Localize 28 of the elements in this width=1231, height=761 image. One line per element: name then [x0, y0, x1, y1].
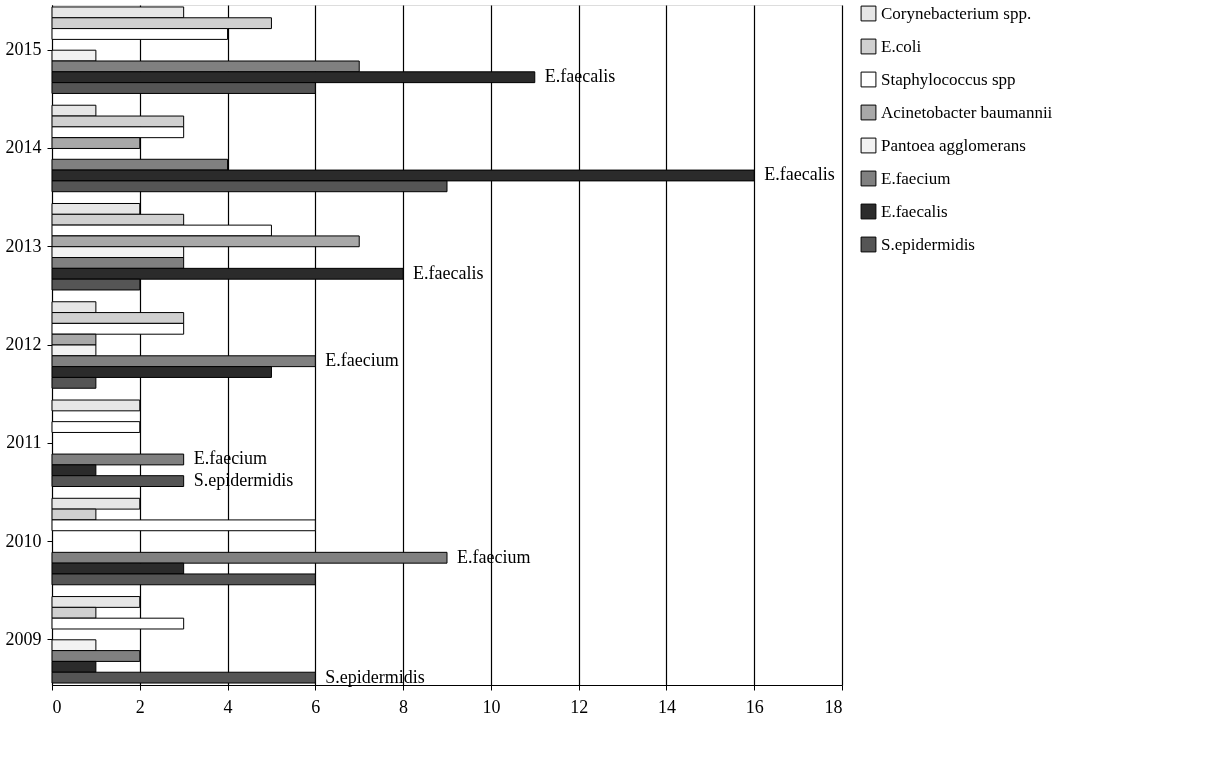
x-tick-label: 18 — [824, 696, 843, 717]
x-tick-label: 0 — [52, 696, 62, 717]
y-tick-label: 2014 — [5, 137, 42, 158]
legend-label: S.epidermidis — [881, 234, 975, 254]
x-tick-label: 16 — [745, 696, 764, 717]
y-tick-label: 2009 — [5, 628, 42, 649]
y-tick-label: 2012 — [5, 334, 42, 354]
x-tick-label: 6 — [311, 696, 321, 717]
x-tick-label: 8 — [399, 696, 409, 717]
legend-label: E.coli — [881, 36, 922, 56]
data-label: E.faecalis — [764, 164, 835, 185]
legend-label: Corynebacterium spp. — [881, 3, 1032, 23]
y-tick-label: 2013 — [5, 235, 42, 256]
x-tick-label: 14 — [657, 696, 676, 717]
x-tick-label: 10 — [482, 696, 501, 717]
y-tick-label: 2011 — [6, 432, 42, 453]
x-tick-label: 12 — [570, 696, 589, 717]
x-tick-label: 4 — [223, 696, 233, 717]
x-tick-label: 2 — [135, 696, 145, 717]
data-label: E.faecium — [325, 350, 399, 371]
y-tick-label: 2010 — [5, 530, 42, 551]
legend-label: Pantoea agglomerans — [881, 135, 1026, 155]
legend-label: E.faecium — [881, 168, 951, 188]
legend-label: E.faecalis — [881, 201, 948, 221]
y-tick-label: 2015 — [5, 39, 42, 60]
legend-label: Staphylococcus spp — [881, 69, 1016, 89]
legend-label: Acinetobacter baumannii — [881, 102, 1053, 122]
data-label: E.faecalis — [413, 262, 484, 283]
